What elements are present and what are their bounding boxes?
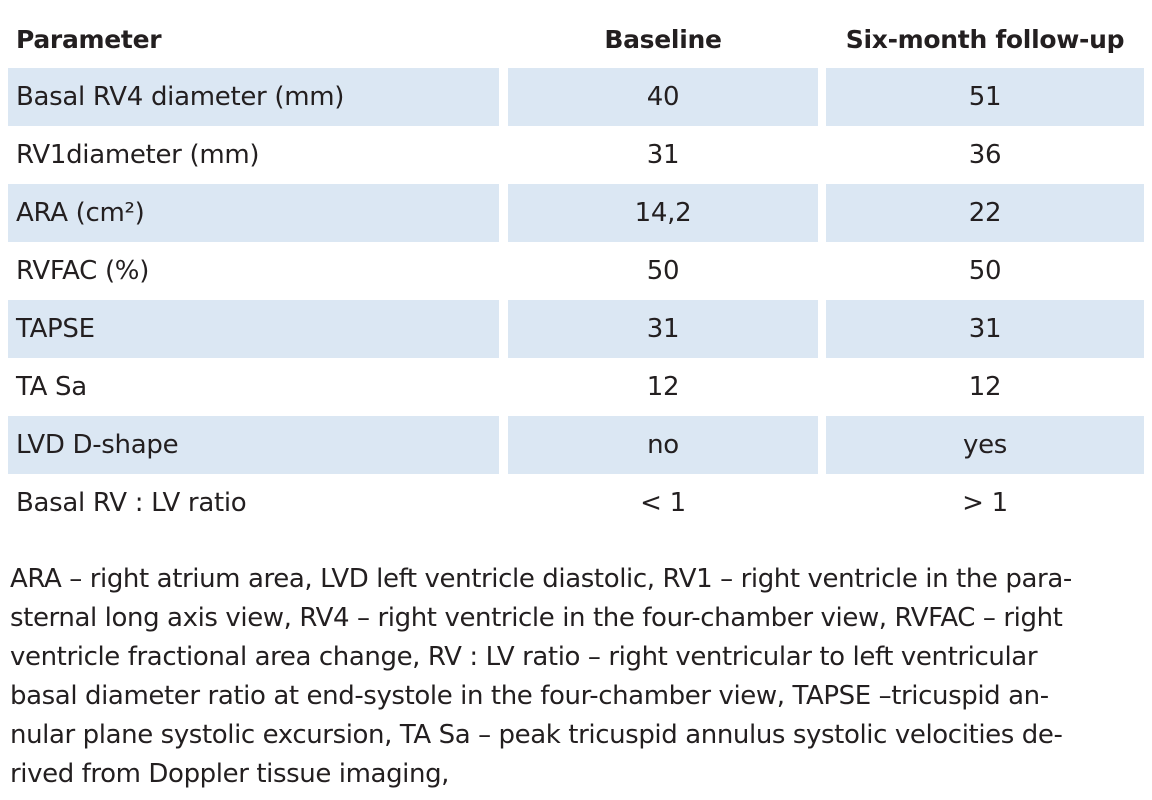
table-row: RV1diameter (mm) 31 36 — [8, 126, 1144, 184]
cell-follow-up: 12 — [968, 372, 1002, 402]
cell-follow-up: 31 — [826, 300, 1144, 358]
cell-parameter: ARA (cm²) — [8, 184, 499, 242]
table-row: LVD D-shape no yes — [8, 416, 1144, 474]
header-baseline: Baseline — [604, 24, 722, 54]
cell-follow-up: 50 — [968, 256, 1002, 286]
table-row: TA Sa 12 12 — [8, 358, 1144, 416]
table-row: RVFAC (%) 50 50 — [8, 242, 1144, 300]
cell-parameter: RV1diameter (mm) — [16, 140, 260, 170]
cell-parameter: Basal RV : LV ratio — [16, 488, 247, 518]
footnote-line: nular plane systolic excursion, TA Sa – … — [10, 720, 1063, 750]
footnote-line: rived from Doppler tissue imaging, — [10, 759, 450, 789]
cell-parameter: TAPSE — [8, 300, 499, 358]
cell-parameter: TA Sa — [16, 372, 87, 402]
cell-follow-up: 22 — [826, 184, 1144, 242]
cell-follow-up: yes — [826, 416, 1144, 474]
table-row: Basal RV4 diameter (mm) 40 51 — [8, 68, 1144, 126]
cell-baseline: 12 — [646, 372, 680, 402]
footnote-line: sternal long axis view, RV4 – right vent… — [10, 603, 1063, 633]
cell-follow-up: 36 — [968, 140, 1002, 170]
cell-baseline: no — [508, 416, 818, 474]
cell-baseline: 14,2 — [508, 184, 818, 242]
cell-baseline: 50 — [646, 256, 680, 286]
footnote-line: basal diameter ratio at end-systole in t… — [10, 681, 1049, 711]
cell-parameter: LVD D-shape — [8, 416, 499, 474]
cell-follow-up: > 1 — [962, 488, 1008, 518]
table-row: Basal RV : LV ratio < 1 > 1 — [8, 474, 1144, 532]
cell-parameter: RVFAC (%) — [16, 256, 150, 286]
cell-baseline: 40 — [508, 68, 818, 126]
footnote-line: ventricle fractional area change, RV : L… — [10, 642, 1038, 672]
parameters-table: Parameter Baseline Six-month follow-up B… — [8, 10, 1144, 532]
header-parameter: Parameter — [16, 24, 162, 54]
table-footnote: ARA – right atrium area, LVD left ventri… — [10, 560, 1140, 794]
cell-baseline: 31 — [508, 300, 818, 358]
table-header-row: Parameter Baseline Six-month follow-up — [8, 10, 1144, 68]
cell-baseline: 31 — [646, 140, 680, 170]
header-six-month-follow-up: Six-month follow-up — [845, 24, 1125, 54]
cell-follow-up: 51 — [826, 68, 1144, 126]
table-row: ARA (cm²) 14,2 22 — [8, 184, 1144, 242]
cell-parameter: Basal RV4 diameter (mm) — [8, 68, 499, 126]
table-row: TAPSE 31 31 — [8, 300, 1144, 358]
cell-baseline: < 1 — [640, 488, 686, 518]
footnote-line: ARA – right atrium area, LVD left ventri… — [10, 564, 1072, 594]
